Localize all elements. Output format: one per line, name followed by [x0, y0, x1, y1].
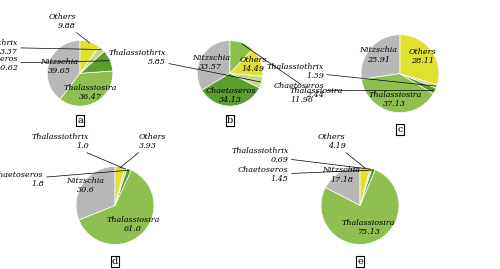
Wedge shape — [400, 35, 439, 85]
Wedge shape — [326, 167, 360, 206]
Text: Others
14.49: Others 14.49 — [240, 56, 267, 73]
Text: Chaetoseros
2.44: Chaetoseros 2.44 — [274, 82, 434, 99]
Wedge shape — [79, 170, 154, 245]
Text: Thalassiothrix
3.37: Thalassiothrix 3.37 — [0, 39, 101, 56]
Text: Thalassiothrix
0.69: Thalassiothrix 0.69 — [232, 147, 371, 169]
Text: Chaetoseros
10.62: Chaetoseros 10.62 — [0, 55, 109, 72]
Wedge shape — [230, 73, 262, 88]
Wedge shape — [80, 47, 104, 73]
Wedge shape — [362, 74, 434, 113]
Text: Others
9.88: Others 9.88 — [48, 13, 90, 43]
Text: Nitzschia
25.91: Nitzschia 25.91 — [360, 46, 398, 63]
Wedge shape — [197, 41, 230, 90]
Text: e: e — [357, 257, 363, 266]
Text: Chaetoseros
1.45: Chaetoseros 1.45 — [238, 166, 373, 183]
Text: Thalassiosira
11.96: Thalassiosira 11.96 — [242, 44, 344, 104]
Text: Nitzschia
17.18: Nitzschia 17.18 — [322, 167, 360, 184]
Wedge shape — [202, 73, 260, 106]
Text: Others
4.19: Others 4.19 — [318, 133, 365, 168]
Wedge shape — [60, 71, 113, 106]
Wedge shape — [47, 41, 80, 99]
Text: Thalassiosira
61.0: Thalassiosira 61.0 — [106, 216, 160, 233]
Wedge shape — [400, 74, 438, 88]
Text: d: d — [112, 257, 118, 266]
Text: Chaetoseros
1.8: Chaetoseros 1.8 — [0, 170, 129, 188]
Wedge shape — [115, 167, 124, 206]
Text: Others
28.11: Others 28.11 — [409, 48, 436, 65]
Text: Thalassiothrix
5.85: Thalassiothrix 5.85 — [108, 49, 260, 82]
Wedge shape — [76, 167, 115, 220]
Wedge shape — [115, 168, 131, 206]
Text: Others
3.93: Others 3.93 — [120, 133, 166, 168]
Text: Nitzschia
33.57: Nitzschia 33.57 — [192, 54, 230, 71]
Text: Thalassiothrix
1.39: Thalassiothrix 1.39 — [266, 63, 436, 86]
Text: Nitzschia
30.6: Nitzschia 30.6 — [66, 177, 104, 194]
Wedge shape — [230, 41, 252, 73]
Text: Nitzschia
39.65: Nitzschia 39.65 — [40, 58, 78, 75]
Wedge shape — [115, 168, 127, 206]
Wedge shape — [361, 35, 400, 79]
Wedge shape — [360, 168, 376, 206]
Text: Thalassiosira
75.13: Thalassiosira 75.13 — [342, 219, 394, 236]
Wedge shape — [360, 167, 370, 206]
Text: Chaetoseros
34.13: Chaetoseros 34.13 — [206, 87, 256, 104]
Wedge shape — [321, 170, 399, 245]
Text: Thalassiosira
37.13: Thalassiosira 37.13 — [368, 91, 422, 108]
Wedge shape — [230, 49, 263, 76]
Text: c: c — [397, 125, 403, 134]
Text: b: b — [227, 116, 233, 125]
Wedge shape — [400, 74, 436, 94]
Text: Thalassiothrix
1.0: Thalassiothrix 1.0 — [32, 133, 126, 169]
Text: Thalassiosira
36.47: Thalassiosira 36.47 — [64, 84, 117, 101]
Wedge shape — [80, 41, 99, 73]
Wedge shape — [360, 168, 372, 206]
Wedge shape — [80, 51, 112, 73]
Text: a: a — [77, 116, 83, 125]
